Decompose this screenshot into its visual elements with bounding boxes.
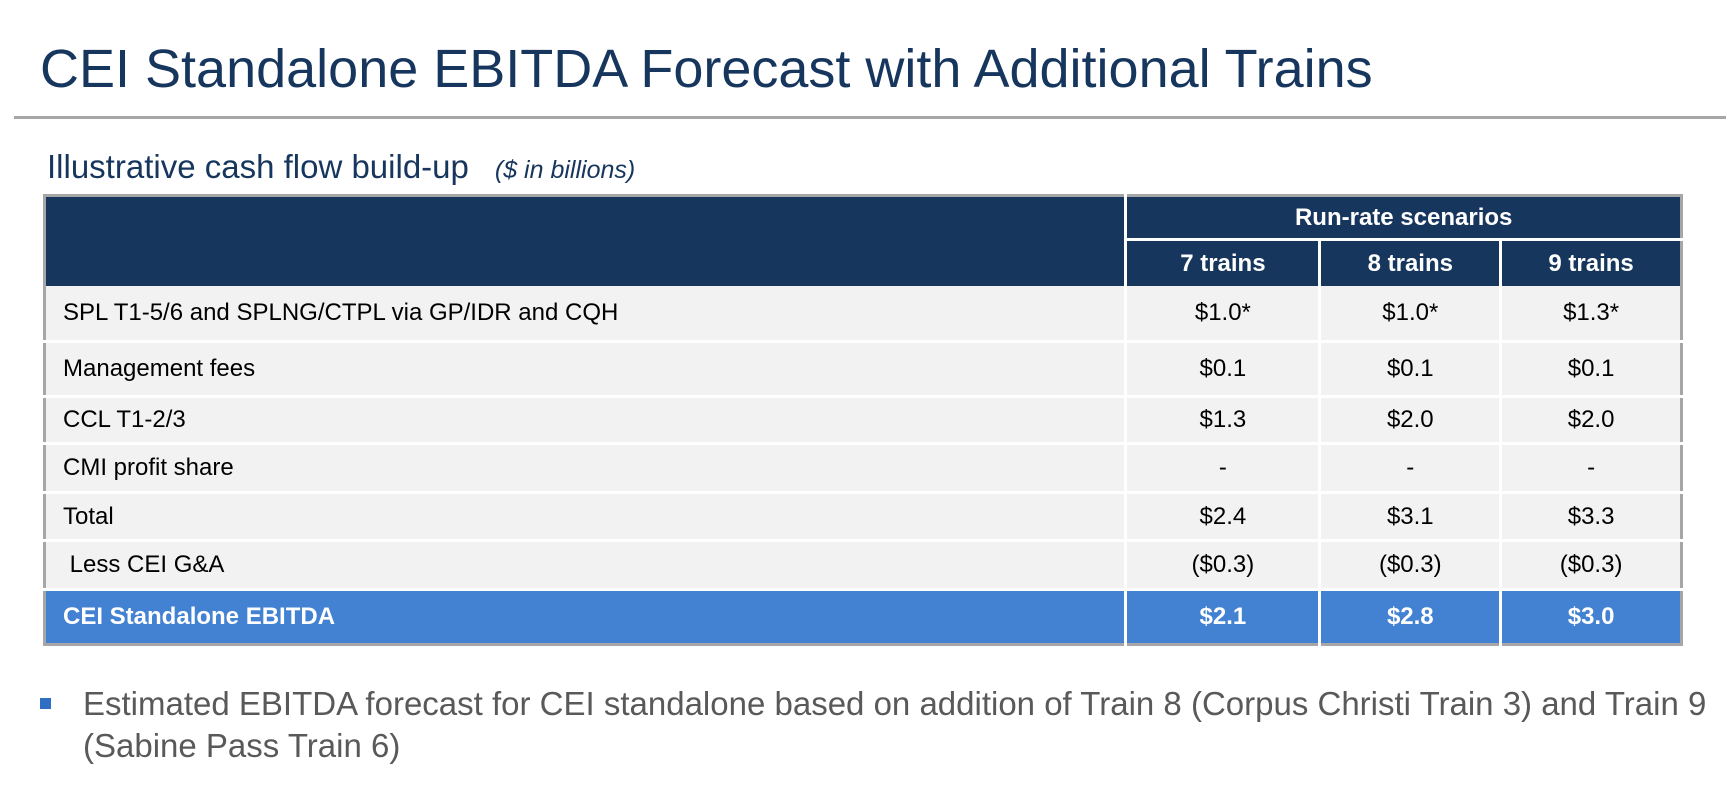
row-label: CCL T1-2/3 bbox=[44, 396, 1126, 445]
cell-value: - bbox=[1318, 443, 1501, 494]
total-row: CEI Standalone EBITDA $2.1 $2.8 $3.0 bbox=[44, 589, 1682, 645]
table-row: SPL T1-5/6 and SPLNG/CTPL via GP/IDR and… bbox=[44, 286, 1682, 343]
cell-value: $1.3* bbox=[1499, 286, 1682, 343]
cell-value: $1.0* bbox=[1124, 286, 1320, 343]
total-cell-value: $2.8 bbox=[1318, 589, 1501, 645]
row-label: SPL T1-5/6 and SPLNG/CTPL via GP/IDR and… bbox=[44, 286, 1126, 343]
caption-units: ($ in billions) bbox=[494, 156, 636, 184]
table-row: Total $2.4 $3.1 $3.3 bbox=[44, 492, 1682, 542]
bullet-square-icon bbox=[40, 698, 51, 709]
cell-value: ($0.3) bbox=[1499, 540, 1682, 591]
table-row: Management fees $0.1 $0.1 $0.1 bbox=[44, 341, 1682, 398]
title-divider bbox=[14, 116, 1726, 119]
header-blank-cell bbox=[44, 195, 1128, 286]
cell-value: $2.0 bbox=[1318, 396, 1501, 445]
cell-value: ($0.3) bbox=[1124, 540, 1320, 591]
ebitda-forecast-table: Run-rate scenarios 7 trains 8 trains 9 t… bbox=[43, 194, 1683, 646]
cell-value: $1.0* bbox=[1318, 286, 1501, 343]
cell-value: $0.1 bbox=[1318, 341, 1501, 398]
table-row: Less CEI G&A ($0.3) ($0.3) ($0.3) bbox=[44, 540, 1682, 591]
column-header-9-trains: 9 trains bbox=[1499, 239, 1682, 286]
cell-value: $2.0 bbox=[1499, 396, 1682, 445]
page-title: CEI Standalone EBITDA Forecast with Addi… bbox=[40, 39, 1373, 99]
cell-value: - bbox=[1124, 443, 1320, 494]
column-header-7-trains: 7 trains bbox=[1124, 239, 1320, 286]
table-caption: Illustrative cash flow build-up ($ in bil… bbox=[47, 148, 635, 186]
bullet-point: Estimated EBITDA forecast for CEI standa… bbox=[83, 685, 1707, 764]
table-row: CCL T1-2/3 $1.3 $2.0 $2.0 bbox=[44, 396, 1682, 445]
run-rate-scenarios-header: Run-rate scenarios bbox=[1125, 195, 1682, 241]
caption-label: Illustrative cash flow build-up bbox=[47, 148, 469, 185]
row-label: Less CEI G&A bbox=[44, 540, 1126, 591]
row-label: Management fees bbox=[44, 341, 1126, 398]
row-label: Total bbox=[44, 492, 1126, 542]
cell-value: - bbox=[1499, 443, 1682, 494]
header-row-group: Run-rate scenarios bbox=[44, 195, 1682, 286]
row-label: CMI profit share bbox=[44, 443, 1126, 494]
header-row-columns: 7 trains 8 trains 9 trains bbox=[45, 239, 1682, 286]
cell-value: $3.3 bbox=[1499, 492, 1682, 542]
cell-value: ($0.3) bbox=[1318, 540, 1501, 591]
column-header-8-trains: 8 trains bbox=[1318, 239, 1501, 286]
cell-value: $2.4 bbox=[1124, 492, 1320, 542]
cell-value: $1.3 bbox=[1124, 396, 1320, 445]
total-row-label: CEI Standalone EBITDA bbox=[44, 589, 1126, 645]
cell-value: $0.1 bbox=[1499, 341, 1682, 398]
cell-value: $0.1 bbox=[1124, 341, 1320, 398]
total-cell-value: $3.0 bbox=[1499, 589, 1682, 645]
table-row: CMI profit share - - - bbox=[44, 443, 1682, 494]
total-cell-value: $2.1 bbox=[1124, 589, 1320, 645]
cell-value: $3.1 bbox=[1318, 492, 1501, 542]
